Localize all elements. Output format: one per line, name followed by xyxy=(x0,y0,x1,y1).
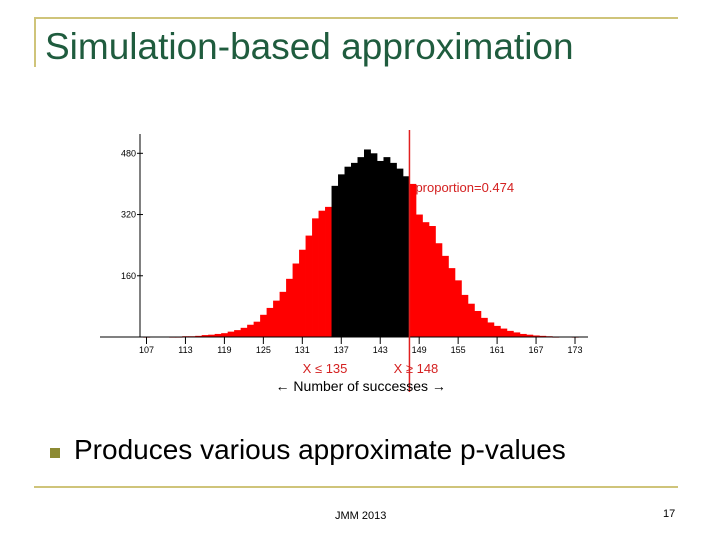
x-axis-label: ← Number of successes → xyxy=(276,378,446,394)
histogram-bar xyxy=(240,327,248,337)
x-tick-label: 155 xyxy=(451,345,466,355)
histogram-bar xyxy=(227,331,235,337)
proportion-annotation: proportion=0.474 xyxy=(415,180,514,195)
histogram-bar xyxy=(493,325,501,337)
histogram-bar xyxy=(474,310,482,337)
histogram-bar xyxy=(532,335,540,337)
x-tick-label: 131 xyxy=(295,345,310,355)
slide-frame-left xyxy=(34,17,36,67)
histogram-bar xyxy=(389,162,397,338)
slide-title: Simulation-based approximation xyxy=(45,26,574,67)
left-tail-label: X ≤ 135 xyxy=(303,361,348,376)
x-tick-label: 113 xyxy=(178,345,192,355)
histogram-bar xyxy=(500,328,508,337)
histogram-bar xyxy=(448,268,456,337)
histogram-bar xyxy=(441,255,449,337)
histogram-bar xyxy=(266,307,274,337)
x-tick-label: 161 xyxy=(490,345,505,355)
histogram-bar xyxy=(461,294,469,337)
histogram-bar xyxy=(357,157,365,337)
histogram-bar xyxy=(299,249,306,337)
histogram-bar xyxy=(201,335,209,337)
histogram-bar xyxy=(208,334,216,337)
histogram-bar xyxy=(454,280,462,337)
histogram-bar xyxy=(539,335,547,337)
histogram-bar xyxy=(234,330,242,337)
right-tail-label: X ≥ 148 xyxy=(394,361,439,376)
histogram-bar xyxy=(338,174,345,337)
histogram-bar xyxy=(402,176,410,337)
histogram-bar xyxy=(396,168,404,337)
histogram-bar xyxy=(487,322,495,337)
histogram-bar xyxy=(428,226,436,337)
histogram-bar xyxy=(279,291,287,337)
histogram-chart: 480 320 160 107 113 119 125 131 137 143 149 155 161 1… xyxy=(80,128,600,398)
histogram-bar xyxy=(480,317,488,337)
histogram-bar xyxy=(409,183,417,337)
y-tick-label: 480 xyxy=(121,148,136,158)
histogram-bar xyxy=(383,157,391,337)
x-tick-label: 167 xyxy=(529,345,544,355)
histogram-bar xyxy=(221,333,229,337)
histogram-bar xyxy=(318,210,326,337)
histogram-bar xyxy=(260,314,268,337)
x-tick-label: 119 xyxy=(217,345,231,355)
footer-label: JMM 2013 xyxy=(335,510,387,522)
histogram-bar xyxy=(214,333,222,337)
histogram-bar xyxy=(305,235,313,337)
histogram-bar xyxy=(344,166,352,337)
histogram-bar xyxy=(422,222,430,337)
bullet-marker xyxy=(50,448,60,458)
histogram-bar xyxy=(415,214,423,337)
page-number: 17 xyxy=(663,508,676,520)
histogram-bar xyxy=(370,153,378,337)
x-tick-label: 107 xyxy=(139,345,154,355)
x-tick-label: 137 xyxy=(334,345,349,355)
bullet-text: Produces various approximate p-values xyxy=(74,434,566,465)
histogram-bar xyxy=(312,218,319,337)
y-tick-label: 160 xyxy=(121,271,136,281)
histogram-bar xyxy=(195,335,203,337)
x-tick-label: 125 xyxy=(256,345,271,355)
histogram-bar xyxy=(376,160,384,337)
histogram-bar xyxy=(247,324,255,337)
slide-frame-top xyxy=(34,17,678,19)
histogram-bar xyxy=(292,263,300,337)
histogram-bar xyxy=(467,303,475,337)
histogram-bar xyxy=(526,334,534,337)
histogram-bar xyxy=(351,162,358,338)
histogram-svg: 480 320 160 107 113 119 125 131 137 143 149 155 161 1… xyxy=(100,130,588,394)
histogram-bar xyxy=(506,330,514,337)
histogram-bar xyxy=(435,243,443,337)
slide-frame-bottom xyxy=(34,486,678,488)
histogram-bar xyxy=(253,321,261,337)
histogram-bar xyxy=(513,332,521,337)
histogram-bar xyxy=(325,206,332,337)
histogram-bar xyxy=(286,278,293,337)
histogram-bar xyxy=(331,185,339,337)
x-tick-label: 149 xyxy=(412,345,427,355)
histogram-bar xyxy=(273,300,280,337)
x-tick-label: 173 xyxy=(567,345,582,355)
x-tick-label: 143 xyxy=(373,345,388,355)
y-tick-label: 320 xyxy=(121,210,136,220)
histogram-bar xyxy=(364,149,371,337)
histogram-bar xyxy=(519,333,527,337)
